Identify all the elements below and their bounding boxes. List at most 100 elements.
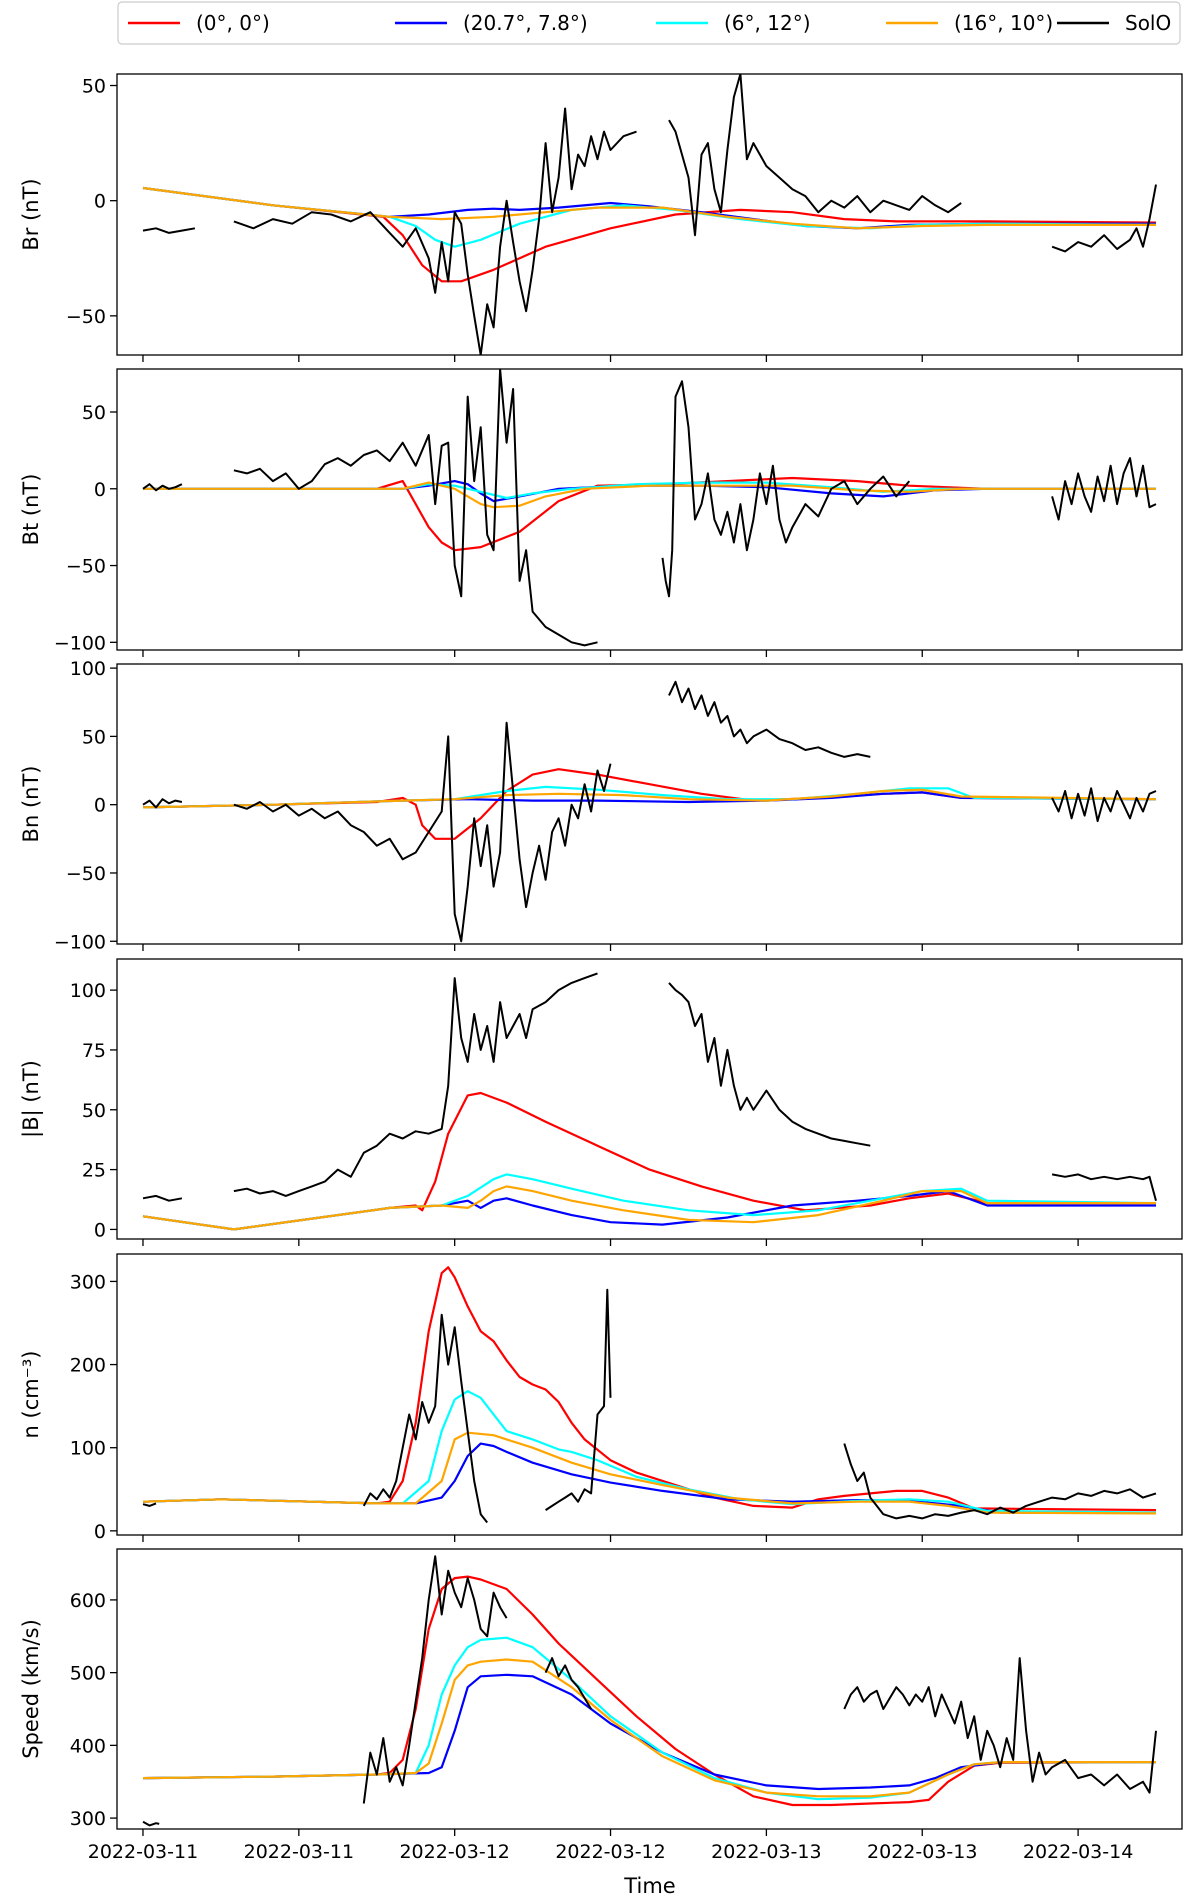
series-line-bn-3 — [142, 788, 1157, 809]
solo-line-bn-0 — [142, 798, 183, 809]
solo-line-density-2 — [545, 1288, 612, 1511]
legend-label-2: (6°, 12°) — [724, 11, 811, 35]
solo-line-br-0 — [142, 227, 196, 234]
series-line-bt-1 — [143, 480, 1156, 503]
y-axis-label-bt: Bt (nT) — [19, 474, 43, 546]
y-tick-label-br-2: 50 — [82, 76, 106, 98]
x-tick-label-1: 2022-03-11 — [244, 1841, 354, 1863]
panel-bn: −100 −50 0 50 100 Bn (nT) — [19, 658, 1183, 953]
legend-label-4: SolO — [1125, 11, 1171, 35]
x-tick-label-6: 2022-03-14 — [1023, 1841, 1133, 1863]
solo-line-bt-3 — [1051, 457, 1157, 521]
y-tick-label-bn-2: 0 — [94, 795, 106, 817]
y-tick-label-speed-0: 300 — [70, 1808, 106, 1830]
y-tick-label-bt-0: −100 — [54, 632, 106, 654]
solo-line-speed-1 — [362, 1555, 508, 1804]
panels: −50 0 50 Br (nT) −100 −50 0 50 Bt (nT) −100 −50 0 50… — [19, 73, 1183, 1863]
series-line-speed-3 — [142, 1658, 1156, 1798]
x-tick-label-3: 2022-03-12 — [555, 1841, 665, 1863]
solo-line-speed-2 — [544, 1657, 592, 1710]
solo-line-bmag-2 — [668, 982, 871, 1147]
y-tick-label-bn-1: −50 — [66, 863, 106, 885]
legend-frame — [117, 1, 1181, 45]
series-line-speed-1 — [142, 1673, 1156, 1791]
solo-line-br-1 — [233, 107, 637, 355]
panel-bmag-frame — [116, 958, 1183, 1240]
y-tick-label-bmag-4: 100 — [70, 980, 106, 1002]
x-tick-label-0: 2022-03-11 — [88, 1841, 198, 1863]
series-line-br-0 — [142, 186, 1157, 283]
solo-line-density-1 — [362, 1313, 488, 1524]
series-line-density-3 — [142, 1431, 1157, 1515]
y-tick-label-bn-4: 100 — [70, 658, 106, 680]
x-tick-label-4: 2022-03-13 — [711, 1841, 821, 1863]
panel-br-frame — [116, 73, 1183, 356]
panel-density: 0 100 200 300 n (cm⁻³) — [19, 1253, 1183, 1543]
y-tick-label-density-2: 200 — [70, 1355, 106, 1377]
panel-bn-frame — [116, 663, 1183, 945]
series-line-bt-3 — [143, 481, 1156, 509]
solo-line-speed-0 — [142, 1820, 160, 1827]
y-tick-label-density-0: 0 — [94, 1521, 106, 1543]
y-axis-label-br: Br (nT) — [19, 178, 43, 250]
panel-br: −50 0 50 Br (nT) — [19, 73, 1183, 362]
y-tick-label-bmag-0: 0 — [94, 1219, 106, 1241]
solo-line-density-0 — [142, 1502, 157, 1507]
y-tick-label-bmag-1: 25 — [82, 1160, 106, 1182]
y-tick-label-bt-1: −50 — [66, 556, 106, 578]
x-tick-label-2: 2022-03-12 — [399, 1841, 509, 1863]
series-line-density-0 — [142, 1266, 1157, 1512]
panel-speed: 300 400 500 600 2022-03-11 2022-03-11 2022-03-… — [19, 1548, 1183, 1863]
y-tick-label-br-1: 0 — [94, 191, 106, 213]
y-tick-label-density-3: 300 — [70, 1271, 106, 1293]
legend-label-0: (0°, 0°) — [196, 11, 270, 35]
x-axis-label: Time — [623, 1874, 675, 1898]
y-tick-label-bt-2: 0 — [94, 479, 106, 501]
panel-bn-plot-area — [142, 680, 1157, 943]
y-axis-label-bn: Bn (nT) — [19, 766, 43, 843]
y-tick-label-speed-1: 400 — [70, 1735, 106, 1757]
panel-bt: −100 −50 0 50 Bt (nT) — [19, 368, 1183, 657]
y-tick-label-density-1: 100 — [70, 1438, 106, 1460]
series-line-br-3 — [142, 186, 1156, 230]
y-tick-label-bmag-2: 50 — [82, 1100, 106, 1122]
legend-label-3: (16°, 10°) — [954, 11, 1053, 35]
panel-bmag: 0 25 50 75 100 |B| (nT) — [19, 958, 1183, 1246]
series-line-bmag-0 — [142, 1091, 1156, 1231]
series-line-br-2 — [142, 186, 1157, 248]
solo-line-bt-2 — [661, 380, 911, 598]
y-axis-label-bmag: |B| (nT) — [19, 1060, 44, 1138]
solo-line-speed-3 — [843, 1657, 1157, 1794]
panel-density-plot-area — [142, 1266, 1157, 1524]
panel-br-plot-area — [142, 74, 1157, 355]
series-line-speed-0 — [142, 1575, 1157, 1807]
solo-line-bt-0 — [142, 483, 183, 492]
series-line-bmag-3 — [142, 1185, 1156, 1231]
y-tick-label-bn-0: −100 — [54, 931, 106, 953]
panel-bmag-plot-area — [142, 972, 1157, 1231]
legend-label-1: (20.7°, 7.8°) — [463, 11, 588, 35]
series-line-bmag-1 — [142, 1190, 1156, 1231]
y-tick-label-bt-3: 50 — [82, 402, 106, 424]
solo-line-bmag-0 — [142, 1194, 183, 1202]
solo-line-bn-2 — [668, 680, 871, 758]
x-tick-label-5: 2022-03-13 — [867, 1841, 977, 1863]
solo-line-bt-1 — [233, 369, 598, 647]
y-tick-label-br-0: −50 — [66, 306, 106, 328]
series-line-bt-0 — [143, 476, 1156, 552]
y-tick-label-bmag-3: 75 — [82, 1040, 106, 1062]
solo-line-bn-3 — [1051, 787, 1157, 823]
solo-line-br-3 — [1051, 184, 1157, 253]
y-tick-label-speed-2: 500 — [70, 1663, 106, 1685]
series-line-density-2 — [142, 1390, 1157, 1514]
panel-speed-frame — [116, 1548, 1183, 1830]
solo-line-bmag-3 — [1051, 1173, 1157, 1201]
y-axis-label-speed: Speed (km/s) — [19, 1619, 43, 1759]
panel-density-frame — [116, 1253, 1183, 1536]
panel-bt-plot-area — [142, 369, 1157, 647]
series-line-speed-2 — [142, 1636, 1156, 1801]
y-axis-label-density: n (cm⁻³) — [19, 1351, 43, 1439]
y-tick-label-bn-3: 50 — [82, 726, 106, 748]
solo-line-br-2 — [668, 74, 962, 237]
